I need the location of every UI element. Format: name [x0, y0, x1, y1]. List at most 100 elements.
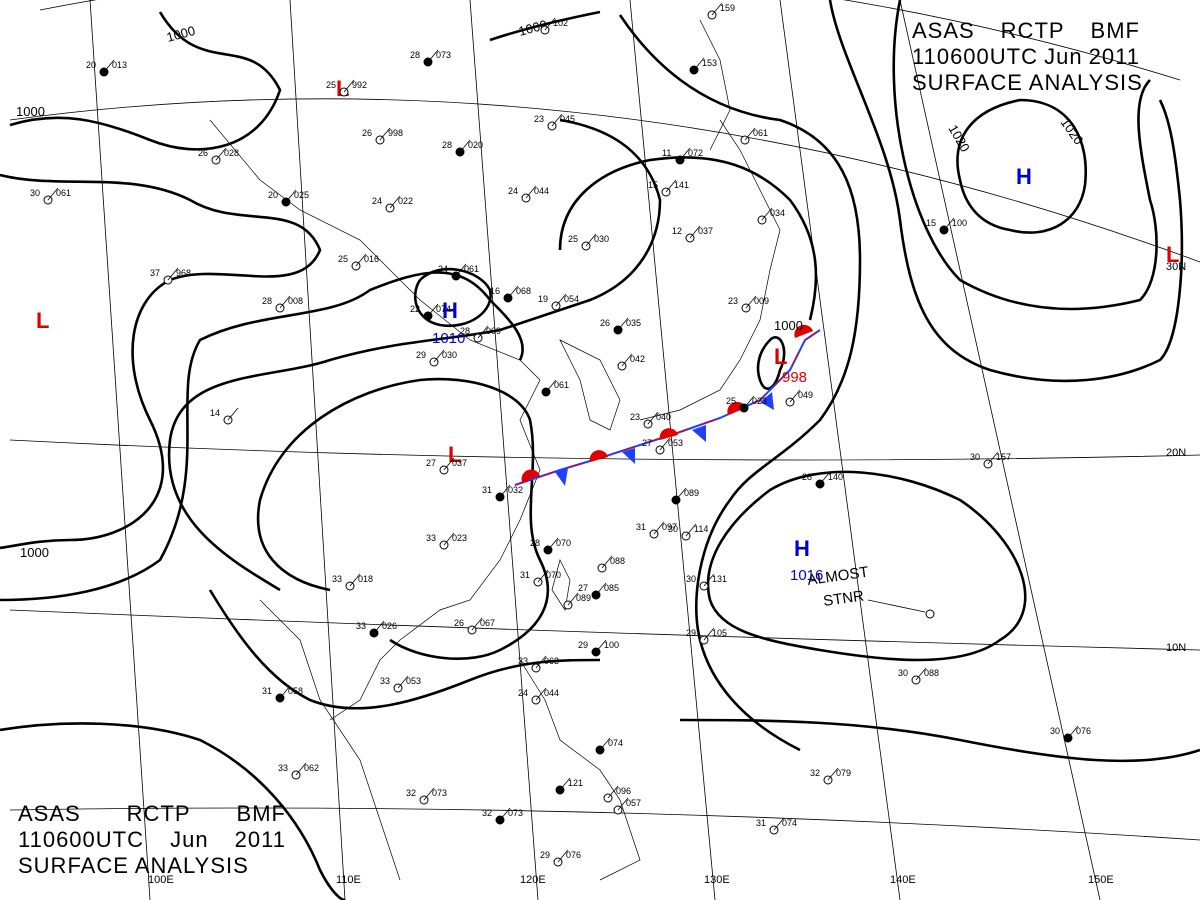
- station-temperature: 28: [530, 538, 540, 548]
- station-temperature: 32: [810, 768, 820, 778]
- wind-barb: [685, 523, 697, 537]
- cold-front-symbol: [555, 468, 568, 486]
- station-plot: 31 032: [482, 484, 523, 502]
- graticule-labels: 100E 110E 120E 130E 140E 150E 30N 20N 10…: [148, 261, 1186, 886]
- station-plot: 25 030: [568, 233, 609, 251]
- station-plot: 27 037: [426, 457, 467, 475]
- wind-barb: [987, 451, 999, 465]
- station-plot: 23 009: [728, 295, 769, 313]
- isobar-south-1: [0, 722, 346, 900]
- station-pressure: 968: [176, 268, 191, 278]
- wind-barb: [679, 147, 691, 161]
- wind-barb: [373, 620, 385, 634]
- station-pressure: 025: [294, 190, 309, 200]
- station-temperature: 28: [460, 326, 470, 336]
- header-agency: ASAS: [18, 801, 81, 826]
- station-temperature: 28: [262, 296, 272, 306]
- header-code: BMF: [236, 801, 286, 826]
- header-station: RCTP: [126, 801, 191, 826]
- isobar-west-2: [0, 271, 524, 602]
- station-plot: 26 035: [600, 317, 641, 335]
- station-temperature: 26: [198, 148, 208, 158]
- isobar-1000-top: [489, 10, 601, 42]
- station-temperature: 31: [756, 818, 766, 828]
- wind-barb: [585, 233, 597, 247]
- header-code: BMF: [1090, 18, 1140, 43]
- wind-barb: [943, 217, 955, 231]
- station-temperature: 24: [438, 264, 448, 274]
- header-year: 2011: [1088, 44, 1140, 69]
- station-plot: 12 037: [672, 225, 713, 243]
- station-temperature: 33: [278, 763, 288, 773]
- station-pressure: 034: [770, 208, 785, 218]
- wind-barb: [789, 389, 801, 403]
- wind-barb: [525, 185, 537, 199]
- station-plot: 25 992: [326, 79, 367, 97]
- station-plot: 102: [540, 17, 568, 35]
- warm-front-symbol: [589, 450, 608, 462]
- station-plot: 20 013: [86, 59, 127, 77]
- station-pressure: 998: [388, 128, 403, 138]
- station-pressure: 028: [224, 148, 239, 158]
- station-temperature: 23: [728, 296, 738, 306]
- station-pressure: 073: [508, 808, 523, 818]
- station-pressure: 089: [576, 593, 591, 603]
- station-plot: 28 073: [410, 49, 451, 67]
- pressure-center-value: 1010: [432, 330, 465, 347]
- station-temperature: 14: [210, 408, 220, 418]
- wind-barb: [499, 807, 511, 821]
- station-plot: 31 097: [636, 521, 677, 539]
- isobar-south-pacific: [679, 718, 1200, 763]
- station-plot: 16 068: [490, 285, 531, 303]
- pressure-center-letter: L: [1166, 242, 1179, 267]
- isobar-west-1: [0, 173, 322, 550]
- pressure-center-value: 1016: [790, 567, 823, 584]
- station-temperature: 30: [898, 668, 908, 678]
- station-temperature: 30: [30, 188, 40, 198]
- wind-barb: [599, 737, 611, 751]
- station-pressure: 140: [828, 472, 843, 482]
- wind-barb: [285, 189, 297, 203]
- station-plot: 29 105: [686, 627, 727, 645]
- station-plot: 25 016: [338, 253, 379, 271]
- station-plot: 088: [597, 555, 625, 573]
- station-pressure: 070: [546, 570, 561, 580]
- station-pressure: 013: [112, 60, 127, 70]
- coastline-indochina: [259, 599, 401, 881]
- station-plot: 049: [785, 389, 813, 407]
- station-temperature: 30: [1050, 726, 1060, 736]
- station-pressure: 105: [712, 628, 727, 638]
- station-pressure: 992: [352, 80, 367, 90]
- station-plot: 29 030: [416, 349, 457, 367]
- station-pressure: 037: [698, 226, 713, 236]
- longitude-label: 120E: [520, 874, 546, 886]
- station-temperature: 28: [410, 50, 420, 60]
- latitude-line-0: [9, 807, 1200, 841]
- station-plot: 121: [555, 777, 583, 795]
- station-pressure: 063: [544, 656, 559, 666]
- wind-barb: [389, 195, 401, 209]
- station-temperature: 31: [636, 522, 646, 532]
- isobar-label: 1000: [20, 545, 49, 560]
- wind-barb: [744, 127, 756, 141]
- station-plot: 27 053: [642, 437, 683, 455]
- wind-barb: [343, 79, 355, 93]
- station-pressure: 009: [486, 326, 501, 336]
- wind-barb: [555, 293, 567, 307]
- coastlines: [209, 19, 781, 881]
- isobar-label: 1000: [517, 17, 549, 39]
- station-pressure: 061: [464, 264, 479, 274]
- station-plot: 30 131: [686, 573, 727, 591]
- station-pressure: 008: [288, 296, 303, 306]
- isobar-east-far: [828, 0, 1184, 383]
- longitude-line-150e: [899, 0, 1101, 900]
- latitude-label: 30N: [1166, 261, 1186, 273]
- station-pressure: 079: [836, 768, 851, 778]
- station-temperature: 27: [642, 438, 652, 448]
- wind-barb: [559, 777, 571, 791]
- isobar-labels: 1000 1000 1000 1000 1000 1020 1020: [16, 17, 1086, 560]
- station-temperature: 33: [356, 621, 366, 631]
- front-line-red-overlay: [514, 329, 821, 486]
